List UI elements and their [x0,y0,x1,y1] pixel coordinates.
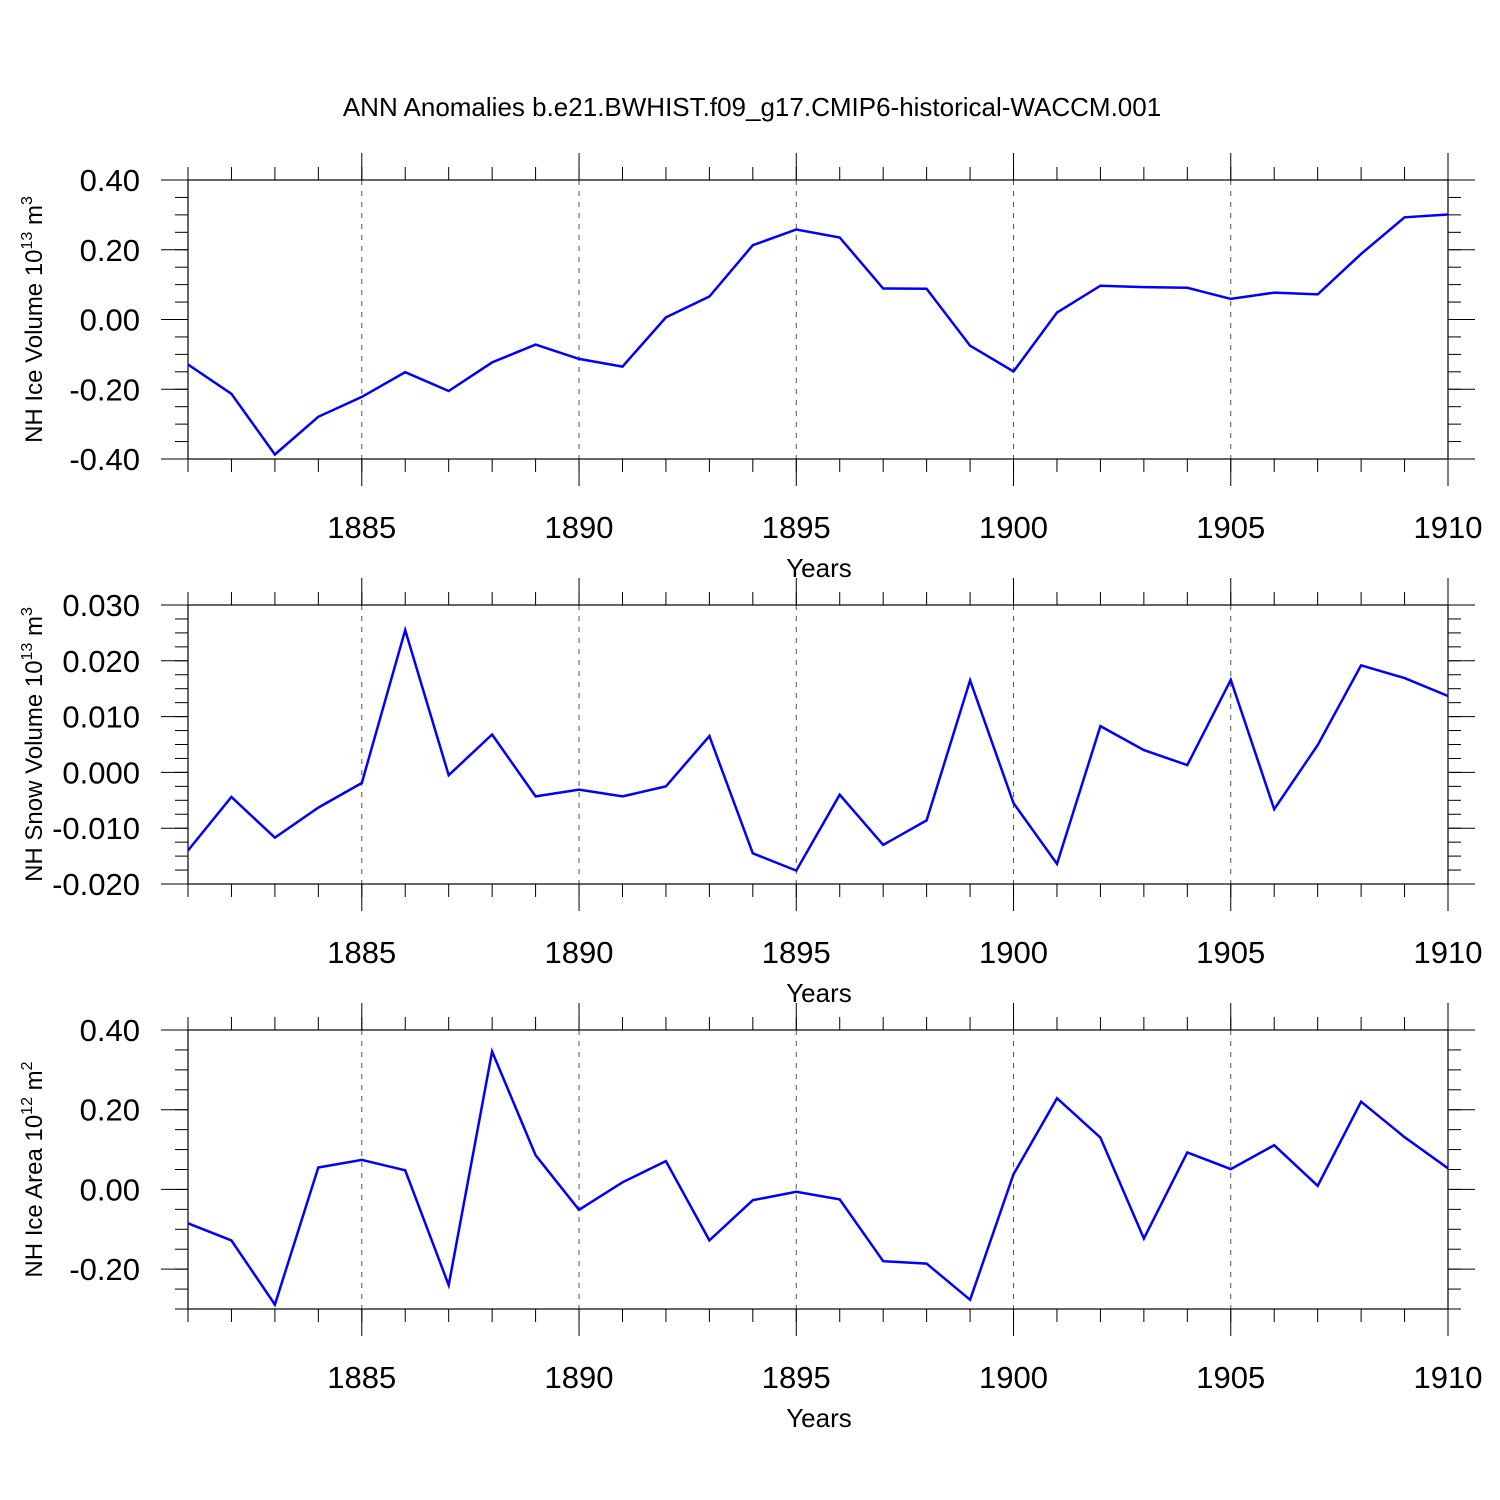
x-axis-label: Years [786,978,852,1008]
y-axis-label: NH Ice Area 1012 m2 [19,1061,48,1277]
y-axis-label: NH Snow Volume 1013 m3 [19,607,48,882]
x-tick-label: 1885 [327,935,396,970]
series-line [187,625,1449,873]
y-tick-label: 0.00 [80,1172,140,1207]
y-tick-label: -0.010 [52,811,140,846]
plot-frame [187,604,1449,885]
x-tick-label: 1895 [762,1360,831,1395]
x-tick-label: 1905 [1196,1360,1265,1395]
x-tick-label: 1910 [1414,510,1483,545]
series-line [187,213,1449,457]
plot-frame [187,179,1449,460]
x-tick-label: 1890 [545,510,614,545]
series-line [187,1047,1449,1308]
y-tick-label: 0.40 [80,1013,140,1048]
y-tick-label: -0.20 [69,372,140,407]
y-tick-label: 0.030 [62,588,140,623]
y-tick-label: 0.020 [62,644,140,679]
x-tick-label: 1885 [327,1360,396,1395]
x-axis-label: Years [786,1403,852,1433]
x-tick-label: 1900 [979,935,1048,970]
plot-frame [187,1029,1449,1310]
y-tick-label: 0.40 [80,163,140,198]
x-tick-label: 1895 [762,510,831,545]
x-tick-label: 1885 [327,510,396,545]
y-tick-label: 0.010 [62,700,140,735]
chart-panel-1: -0.40 -0.20 0.00 0.20 0.40 1885 1890 1895 1900 19… [19,153,1482,583]
y-tick-label: 0.000 [62,755,140,790]
x-tick-label: 1910 [1414,1360,1483,1395]
chart-panel-2: -0.020 -0.010 0.000 0.010 0.020 0.030 1885 1890… [19,578,1482,1008]
y-axis-label: NH Ice Volume 1013 m3 [19,196,48,443]
x-tick-label: 1890 [545,935,614,970]
y-tick-label: 0.20 [80,233,140,268]
chart-title: ANN Anomalies b.e21.BWHIST.f09_g17.CMIP6… [343,92,1161,122]
x-axis-label: Years [786,553,852,583]
x-tick-label: 1890 [545,1360,614,1395]
y-tick-label: -0.020 [52,867,140,902]
x-tick-label: 1905 [1196,935,1265,970]
x-tick-label: 1905 [1196,510,1265,545]
y-tick-label: -0.40 [69,442,140,477]
y-tick-label: 0.00 [80,303,140,338]
chart-panel-3: -0.20 0.00 0.20 0.40 1885 1890 1895 1900 1905 191… [19,1003,1482,1433]
x-tick-label: 1910 [1414,935,1483,970]
x-tick-label: 1900 [979,1360,1048,1395]
y-tick-label: 0.20 [80,1093,140,1128]
x-tick-label: 1895 [762,935,831,970]
x-tick-label: 1900 [979,510,1048,545]
chart-panels: -0.40 -0.20 0.00 0.20 0.40 1885 1890 1895 1900 19… [19,153,1482,1433]
y-tick-label: -0.20 [69,1252,140,1287]
